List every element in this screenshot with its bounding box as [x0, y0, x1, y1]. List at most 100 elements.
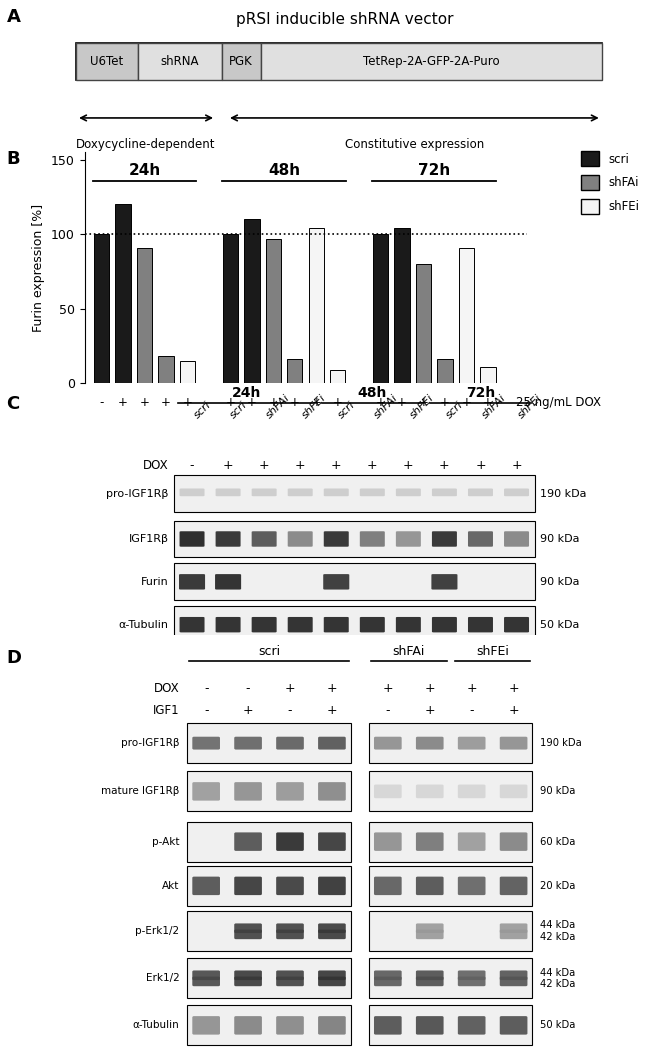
- FancyBboxPatch shape: [318, 1016, 346, 1035]
- Text: DOX: DOX: [143, 459, 168, 472]
- Text: α-Tubulin: α-Tubulin: [118, 620, 168, 630]
- Text: -: -: [246, 682, 250, 695]
- FancyBboxPatch shape: [458, 833, 486, 851]
- Text: PGK: PGK: [229, 55, 253, 69]
- Text: Akt: Akt: [162, 881, 179, 891]
- Bar: [369, 865, 532, 906]
- FancyBboxPatch shape: [504, 531, 529, 547]
- Text: +: +: [508, 704, 519, 716]
- Text: 90 kDa: 90 kDa: [540, 786, 575, 797]
- FancyBboxPatch shape: [500, 930, 527, 940]
- FancyBboxPatch shape: [416, 833, 443, 851]
- Bar: [437, 359, 452, 383]
- Text: 72h: 72h: [466, 386, 495, 400]
- Text: +: +: [290, 397, 300, 409]
- Bar: [174, 521, 534, 558]
- Bar: [261, 43, 602, 80]
- Text: DOX: DOX: [154, 682, 179, 695]
- FancyBboxPatch shape: [216, 489, 240, 496]
- FancyBboxPatch shape: [234, 782, 262, 801]
- Text: 50 kDa: 50 kDa: [540, 1020, 575, 1030]
- Bar: [174, 606, 534, 643]
- FancyBboxPatch shape: [318, 970, 346, 980]
- FancyBboxPatch shape: [215, 574, 241, 589]
- Text: +: +: [183, 397, 192, 409]
- Text: -: -: [99, 397, 104, 409]
- FancyBboxPatch shape: [192, 877, 220, 895]
- Text: +: +: [419, 397, 428, 409]
- Text: pRSI inducible shRNA vector: pRSI inducible shRNA vector: [236, 12, 453, 26]
- Text: shFEi: shFEi: [476, 644, 509, 657]
- FancyBboxPatch shape: [192, 1016, 220, 1035]
- FancyBboxPatch shape: [216, 531, 240, 547]
- Text: Doxycycline-dependent: Doxycycline-dependent: [76, 138, 216, 151]
- Text: shFAi: shFAi: [372, 393, 400, 420]
- Bar: [369, 959, 532, 999]
- Bar: [159, 357, 174, 383]
- Legend: scri, shFAi, shFEi: scri, shFAi, shFEi: [577, 147, 644, 218]
- FancyBboxPatch shape: [458, 877, 486, 895]
- Bar: [187, 723, 351, 763]
- Text: shFEi: shFEi: [408, 393, 436, 420]
- FancyBboxPatch shape: [192, 977, 220, 986]
- Bar: [174, 563, 534, 600]
- FancyBboxPatch shape: [500, 833, 527, 851]
- FancyBboxPatch shape: [234, 877, 262, 895]
- FancyBboxPatch shape: [500, 1016, 527, 1035]
- FancyBboxPatch shape: [288, 617, 313, 633]
- Bar: [416, 263, 431, 383]
- Bar: [76, 43, 602, 80]
- FancyBboxPatch shape: [416, 785, 443, 798]
- FancyBboxPatch shape: [276, 736, 304, 749]
- FancyBboxPatch shape: [216, 617, 240, 633]
- Text: Erk1/2: Erk1/2: [146, 973, 179, 983]
- FancyBboxPatch shape: [288, 531, 313, 547]
- Bar: [187, 911, 351, 951]
- Text: +: +: [247, 397, 257, 409]
- Bar: [309, 229, 324, 383]
- Text: 20 kDa: 20 kDa: [540, 881, 575, 891]
- FancyBboxPatch shape: [500, 877, 527, 895]
- FancyBboxPatch shape: [318, 930, 346, 940]
- FancyBboxPatch shape: [276, 977, 304, 986]
- Text: scri: scri: [258, 644, 280, 657]
- Bar: [369, 1005, 532, 1045]
- FancyBboxPatch shape: [500, 785, 527, 798]
- FancyBboxPatch shape: [324, 531, 349, 547]
- Bar: [116, 204, 131, 383]
- FancyBboxPatch shape: [468, 617, 493, 633]
- FancyBboxPatch shape: [234, 930, 262, 940]
- Text: +: +: [475, 459, 486, 472]
- FancyBboxPatch shape: [192, 970, 220, 980]
- FancyBboxPatch shape: [458, 736, 486, 749]
- FancyBboxPatch shape: [234, 1016, 262, 1035]
- Text: α-Tubulin: α-Tubulin: [133, 1020, 179, 1030]
- FancyBboxPatch shape: [374, 736, 402, 749]
- Bar: [395, 229, 410, 383]
- Text: 25 ng/mL DOX: 25 ng/mL DOX: [515, 397, 601, 409]
- FancyBboxPatch shape: [416, 924, 443, 933]
- Bar: [187, 959, 351, 999]
- FancyBboxPatch shape: [192, 782, 220, 801]
- FancyBboxPatch shape: [432, 489, 457, 496]
- FancyBboxPatch shape: [192, 736, 220, 749]
- Text: +: +: [259, 459, 270, 472]
- FancyBboxPatch shape: [234, 970, 262, 980]
- Bar: [369, 822, 532, 861]
- Text: +: +: [382, 682, 393, 695]
- Text: 24h: 24h: [231, 386, 261, 400]
- FancyBboxPatch shape: [288, 489, 313, 496]
- FancyBboxPatch shape: [396, 617, 421, 633]
- FancyBboxPatch shape: [179, 531, 205, 547]
- Text: -: -: [204, 682, 209, 695]
- FancyBboxPatch shape: [276, 1016, 304, 1035]
- Text: scri: scri: [228, 400, 249, 420]
- Text: +: +: [367, 459, 378, 472]
- Text: pro-IGF1Rβ: pro-IGF1Rβ: [121, 738, 179, 748]
- Text: +: +: [424, 682, 435, 695]
- FancyBboxPatch shape: [276, 930, 304, 940]
- Text: +: +: [326, 682, 337, 695]
- FancyBboxPatch shape: [234, 833, 262, 851]
- Text: IGF1Rβ: IGF1Rβ: [129, 534, 168, 544]
- Text: shFAi: shFAi: [480, 393, 508, 420]
